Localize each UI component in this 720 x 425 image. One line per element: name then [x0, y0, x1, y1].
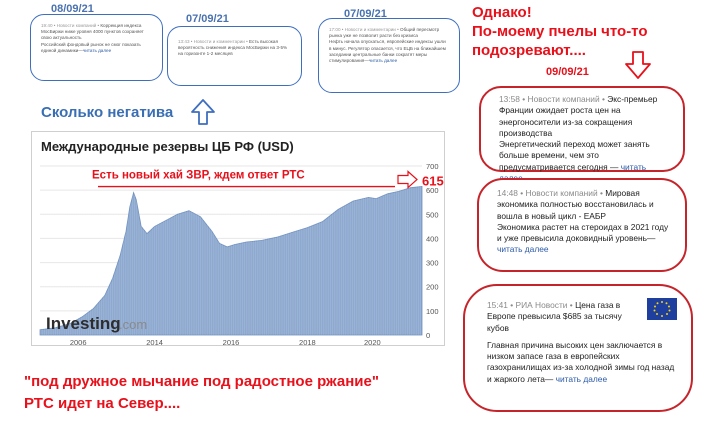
news-meta: 15:41 • РИА Новости •: [487, 300, 576, 310]
news-headline: Есть высокая вероятность снижения индекс…: [178, 39, 288, 57]
bottom-line-1: "под дружное мычание под радостное ржани…: [24, 373, 379, 390]
news-card-1[interactable]: 13:58 • Новости компаний • Экс-премьер Ф…: [479, 86, 685, 183]
news-body: Главная причина высоких цен заключается …: [487, 339, 675, 384]
read-more-link[interactable]: читать далее: [555, 373, 608, 384]
news-headline: Коррекция индекса МосБиржи ниже уровня 4…: [41, 23, 144, 41]
x-tick-label: 2018: [299, 338, 316, 347]
news-body: Энергетический переход может занять боль…: [499, 139, 650, 172]
news-body: Российский фондовый рынок не смог показа…: [41, 41, 141, 53]
x-tick-label: 2006: [70, 338, 87, 347]
news-meta: 14:48 • Новости компаний •: [497, 188, 606, 198]
bottom-line-2: РТС идет на Север....: [24, 395, 181, 412]
news-card-small-2[interactable]: 13:43 • Новости и комментарии • Есть выс…: [167, 26, 302, 86]
down-arrow-icon: [625, 51, 651, 79]
investing-watermark: Investing: [46, 314, 121, 333]
investing-watermark-com: .com: [119, 317, 147, 332]
news-card-small-3[interactable]: 17:00 • Новости и комментарии • Общий пе…: [318, 18, 460, 93]
bottom-caption: "под дружное мычание под радостное ржани…: [24, 371, 379, 415]
reserves-chart: Международные резервы ЦБ РФ (USD) 0 100 20…: [31, 131, 445, 347]
y-tick-label: 300: [426, 259, 439, 268]
date-label-1: 08/09/21: [51, 3, 94, 15]
x-tick-label: 2016: [223, 338, 240, 347]
however-line-2: По-моему пчелы что-то: [472, 23, 648, 40]
news-headline: Мировая экономика полностью восстановила…: [497, 188, 654, 221]
read-more-link[interactable]: читать далее: [497, 244, 549, 255]
eu-flag-icon: [647, 298, 677, 320]
chart-plot: 0 100 200 300 400 500 600 700 2006 2014 2016 2018 20…: [39, 162, 444, 347]
news-card-small-1[interactable]: 19:40 • Новости компаний • Коррекция инд…: [30, 14, 163, 81]
y-tick-label: 0: [426, 331, 430, 340]
news-headline: Цена газа в Европе превысила $685 за тыс…: [487, 300, 622, 333]
however-caption: Однако! По-моему пчелы что-то подозреваю…: [472, 3, 648, 60]
date-label-2: 07/09/21: [186, 13, 229, 25]
new-high-annotation: Есть новый хай ЗВР, ждем ответ РТС: [92, 170, 305, 182]
news-meta: 13:43 • Новости и комментарии •: [178, 39, 250, 44]
x-tick-label: 2020: [364, 338, 381, 347]
y-tick-label: 700: [426, 162, 439, 171]
up-arrow-icon: [191, 99, 215, 125]
chart-title: Международные резервы ЦБ РФ (USD): [41, 139, 294, 154]
date-label-4: 09/09/21: [546, 66, 589, 78]
right-arrow-icon: [397, 170, 418, 189]
news-headline: Общий пересмотр рынка уже не позволит ра…: [329, 27, 440, 39]
news-meta: 13:58 • Новости компаний •: [499, 94, 608, 104]
y-tick-label: 200: [426, 283, 439, 292]
y-tick-label: 100: [426, 307, 439, 316]
series-area: [39, 186, 423, 336]
news-body: Нефть начала опускаться, европейские инд…: [329, 39, 446, 64]
however-line-3: подозревают....: [472, 42, 586, 59]
news-card-2[interactable]: 14:48 • Новости компаний • Мировая эконо…: [477, 178, 687, 272]
date-label-3: 07/09/21: [344, 8, 387, 20]
x-tick-label: 2014: [146, 338, 163, 347]
news-meta: 19:40 • Новости компаний •: [41, 23, 101, 28]
read-more-link[interactable]: читать далее: [368, 58, 398, 64]
news-meta: 17:00 • Новости и комментарии •: [329, 27, 401, 32]
negativity-caption: Сколько негатива: [41, 104, 174, 121]
news-card-3[interactable]: 15:41 • РИА Новости • Цена газа в Европе…: [463, 284, 693, 412]
news-headline: Экс-премьер Франции ожидает роста цен на…: [499, 94, 658, 138]
news-body: Экономика растет на стероидах в 2021 год…: [497, 221, 669, 244]
new-high-value: 615: [422, 174, 444, 189]
read-more-link[interactable]: читать далее: [82, 47, 112, 53]
however-line-1: Однако!: [472, 4, 532, 21]
y-tick-label: 400: [426, 234, 439, 243]
y-tick-label: 500: [426, 210, 439, 219]
y-tick-label: 600: [426, 186, 439, 195]
